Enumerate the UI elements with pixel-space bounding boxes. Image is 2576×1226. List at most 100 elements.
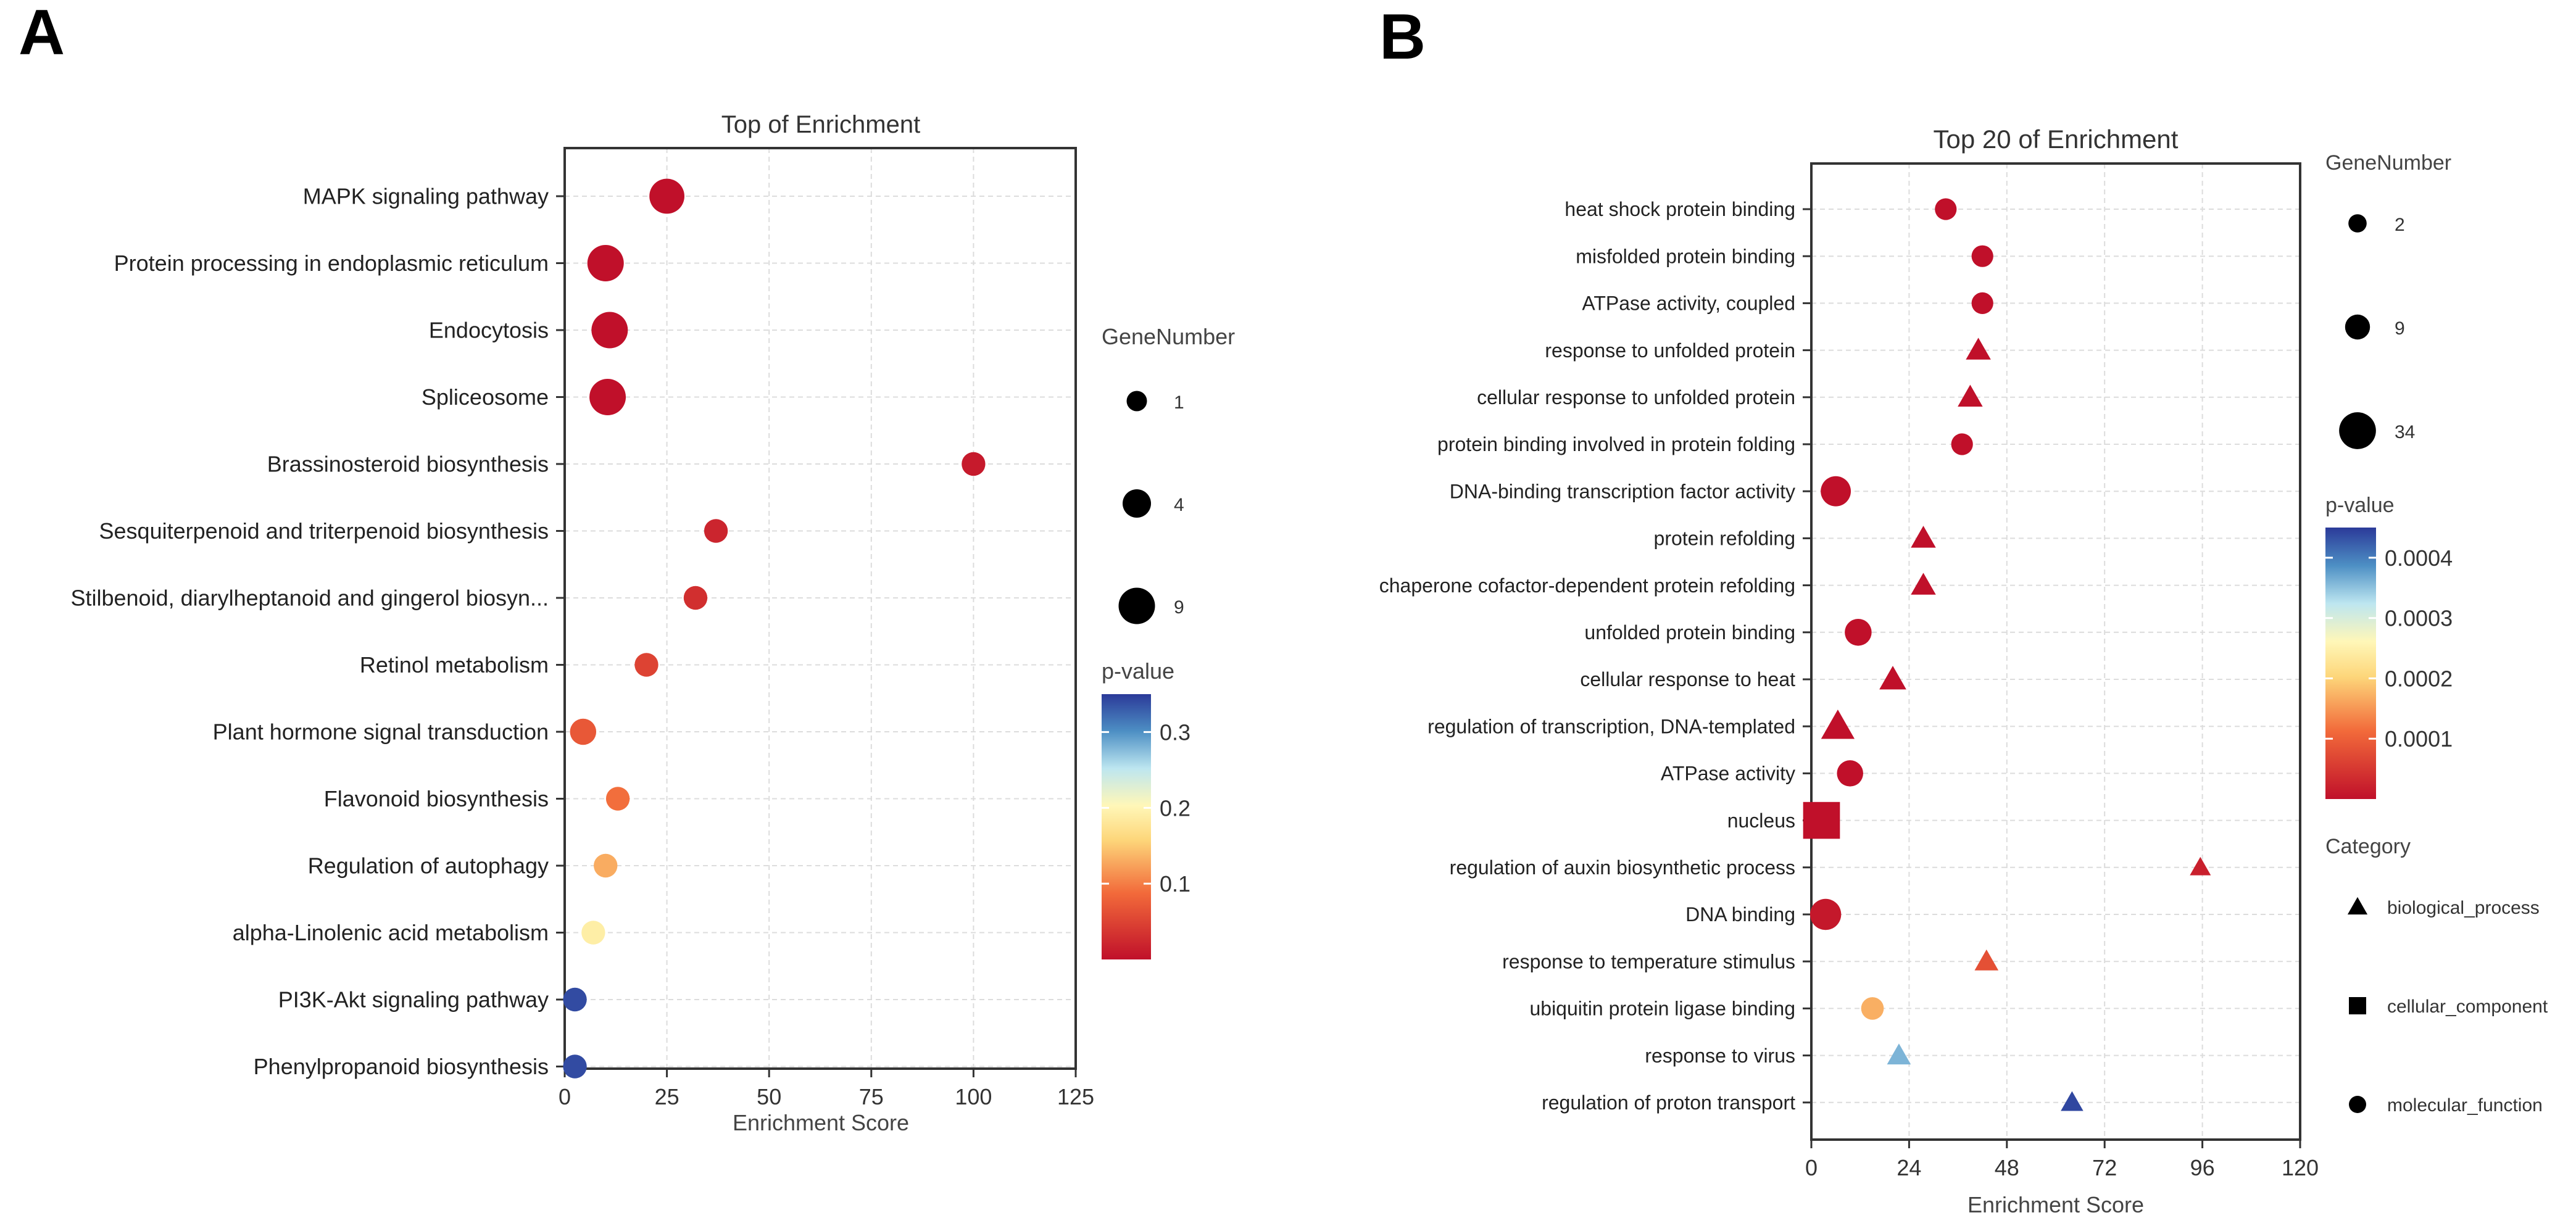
b-size-legend-marker [2348, 214, 2367, 233]
panel-b-color-legend-title: p-value [2325, 494, 2395, 517]
panel-b-colorbar-ticks: 0.0004 0.0003 0.0002 0.0001 [2325, 545, 2453, 752]
b-point [1971, 292, 1993, 315]
a-size-legend-label: 4 [1174, 495, 1184, 515]
a-point [704, 519, 728, 543]
a-y-tick-label: PI3K-Akt signaling pathway [278, 987, 549, 1013]
a-y-tick-label: Flavonoid biosynthesis [324, 786, 549, 811]
b-x-tick-label: 96 [2190, 1155, 2215, 1180]
a-y-tick-label: Protein processing in endoplasmic reticu… [114, 251, 549, 276]
b-point [1966, 338, 1991, 360]
panel-a-x-axis: 0 25 50 75 100 125 [559, 1069, 1094, 1109]
a-y-tick-label: alpha-Linolenic acid metabolism [233, 920, 549, 945]
a-x-tick-label: 25 [655, 1084, 679, 1109]
b-point [1837, 760, 1863, 787]
b-size-legend-marker [2345, 314, 2370, 340]
panel-b-y-axis: heat shock protein binding misfolded prot… [1379, 198, 1811, 1114]
panel-b-colorbar [2325, 528, 2376, 799]
a-point [683, 586, 708, 610]
b-x-tick-label: 120 [2282, 1155, 2319, 1180]
b-category-legend-marker [2347, 897, 2368, 915]
b-point [1974, 949, 1999, 971]
b-y-tick-label: DNA binding [1685, 903, 1795, 926]
a-point [649, 178, 684, 214]
a-colorbar-tick-label: 0.3 [1160, 719, 1190, 745]
b-size-legend-label: 34 [2395, 422, 2415, 442]
a-size-legend-label: 1 [1174, 392, 1184, 413]
a-y-tick-label: Endocytosis [429, 318, 549, 343]
b-x-tick-label: 24 [1897, 1155, 1921, 1180]
b-point [1809, 898, 1842, 930]
panel-a-colorbar-ticks: 0.3 0.2 0.1 [1102, 719, 1190, 897]
b-point [1821, 710, 1855, 739]
b-y-tick-label: regulation of auxin biosynthetic process [1450, 856, 1795, 879]
a-y-tick-label: Sesquiterpenoid and triterpenoid biosynt… [99, 518, 549, 544]
panel-a-data-points [563, 178, 986, 1079]
panel-b-plot-frame [1810, 162, 2301, 1141]
panel-a-size-legend: 1 4 9 [1118, 391, 1184, 624]
a-y-tick-label: Spliceosome [422, 384, 549, 410]
a-y-tick-label: Retinol metabolism [360, 652, 549, 677]
b-y-tick-label: heat shock protein binding [1564, 198, 1795, 220]
a-size-legend-label: 9 [1174, 597, 1184, 618]
panel-b-gridlines [1811, 164, 2301, 1140]
b-size-legend-marker [2339, 412, 2376, 449]
b-category-legend-label: cellular_component [2387, 996, 2548, 1017]
b-x-tick-label: 48 [1995, 1155, 2019, 1180]
a-y-tick-label: Plant hormone signal transduction [213, 719, 549, 745]
b-category-legend-label: molecular_function [2387, 1095, 2543, 1116]
b-point [1951, 433, 1973, 455]
panel-a-gridlines [564, 148, 1076, 1069]
a-point [581, 921, 605, 945]
a-y-tick-label: Stilbenoid, diarylheptanoid and gingerol… [70, 586, 549, 611]
b-y-tick-label: protein refolding [1654, 528, 1795, 550]
b-point [1821, 476, 1851, 507]
b-y-tick-label: ATPase activity, coupled [1582, 292, 1795, 315]
b-point [1861, 997, 1884, 1020]
panel-a-color-legend-title: p-value [1102, 658, 1174, 684]
panel-b-chart: Top 20 of Enrichment heat shock protein … [1379, 125, 2548, 1217]
b-y-tick-label: regulation of proton transport [1542, 1091, 1795, 1114]
b-size-legend-label: 9 [2395, 318, 2405, 339]
b-point [1971, 245, 1993, 267]
b-point [1803, 801, 1840, 839]
b-point [2061, 1091, 2084, 1111]
b-y-tick-label: chaperone cofactor-dependent protein ref… [1379, 574, 1795, 597]
b-category-legend-marker [2349, 1096, 2366, 1113]
panel-a-size-legend-title: GeneNumber [1102, 324, 1235, 349]
a-y-tick-label: MAPK signaling pathway [303, 184, 549, 209]
b-point [1911, 573, 1936, 595]
panel-a-x-axis-label: Enrichment Score [733, 1110, 909, 1135]
b-colorbar-tick-label: 0.0003 [2385, 606, 2453, 631]
a-point [587, 245, 624, 281]
panel-letter-b: B [1379, 1, 1426, 73]
b-colorbar-tick-label: 0.0001 [2385, 726, 2453, 752]
b-y-tick-label: regulation of transcription, DNA-templat… [1427, 715, 1795, 737]
panel-b-x-axis: 0 24 48 72 96 120 [1805, 1140, 2319, 1180]
panel-b-title: Top 20 of Enrichment [1934, 125, 2179, 154]
panel-b-data-points [1803, 198, 2211, 1111]
b-y-tick-label: ATPase activity [1661, 763, 1795, 785]
a-point [605, 787, 630, 811]
b-point [1911, 526, 1936, 548]
b-y-tick-label: response to virus [1645, 1045, 1795, 1067]
b-point [1879, 666, 1906, 690]
b-colorbar-tick-label: 0.0002 [2385, 666, 2453, 691]
b-y-tick-label: ubiquitin protein ligase binding [1529, 998, 1795, 1020]
a-point [589, 379, 626, 415]
panel-a-y-axis: MAPK signaling pathway Protein processing… [70, 184, 565, 1079]
a-x-tick-label: 100 [955, 1084, 992, 1109]
panel-b-size-legend-title: GeneNumber [2325, 151, 2451, 175]
a-size-legend-marker [1123, 489, 1151, 518]
a-point [594, 853, 618, 878]
a-size-legend-marker [1118, 587, 1155, 624]
panel-b-category-legend: biological_process cellular_componentmole… [2347, 897, 2548, 1116]
b-colorbar-tick-label: 0.0004 [2385, 545, 2453, 571]
a-x-tick-label: 125 [1057, 1084, 1094, 1109]
b-category-legend-marker [2349, 997, 2366, 1014]
a-x-tick-label: 75 [859, 1084, 884, 1109]
b-point [2190, 856, 2211, 876]
b-point [1887, 1043, 1911, 1065]
b-x-tick-label: 72 [2092, 1155, 2117, 1180]
a-point [591, 312, 628, 349]
